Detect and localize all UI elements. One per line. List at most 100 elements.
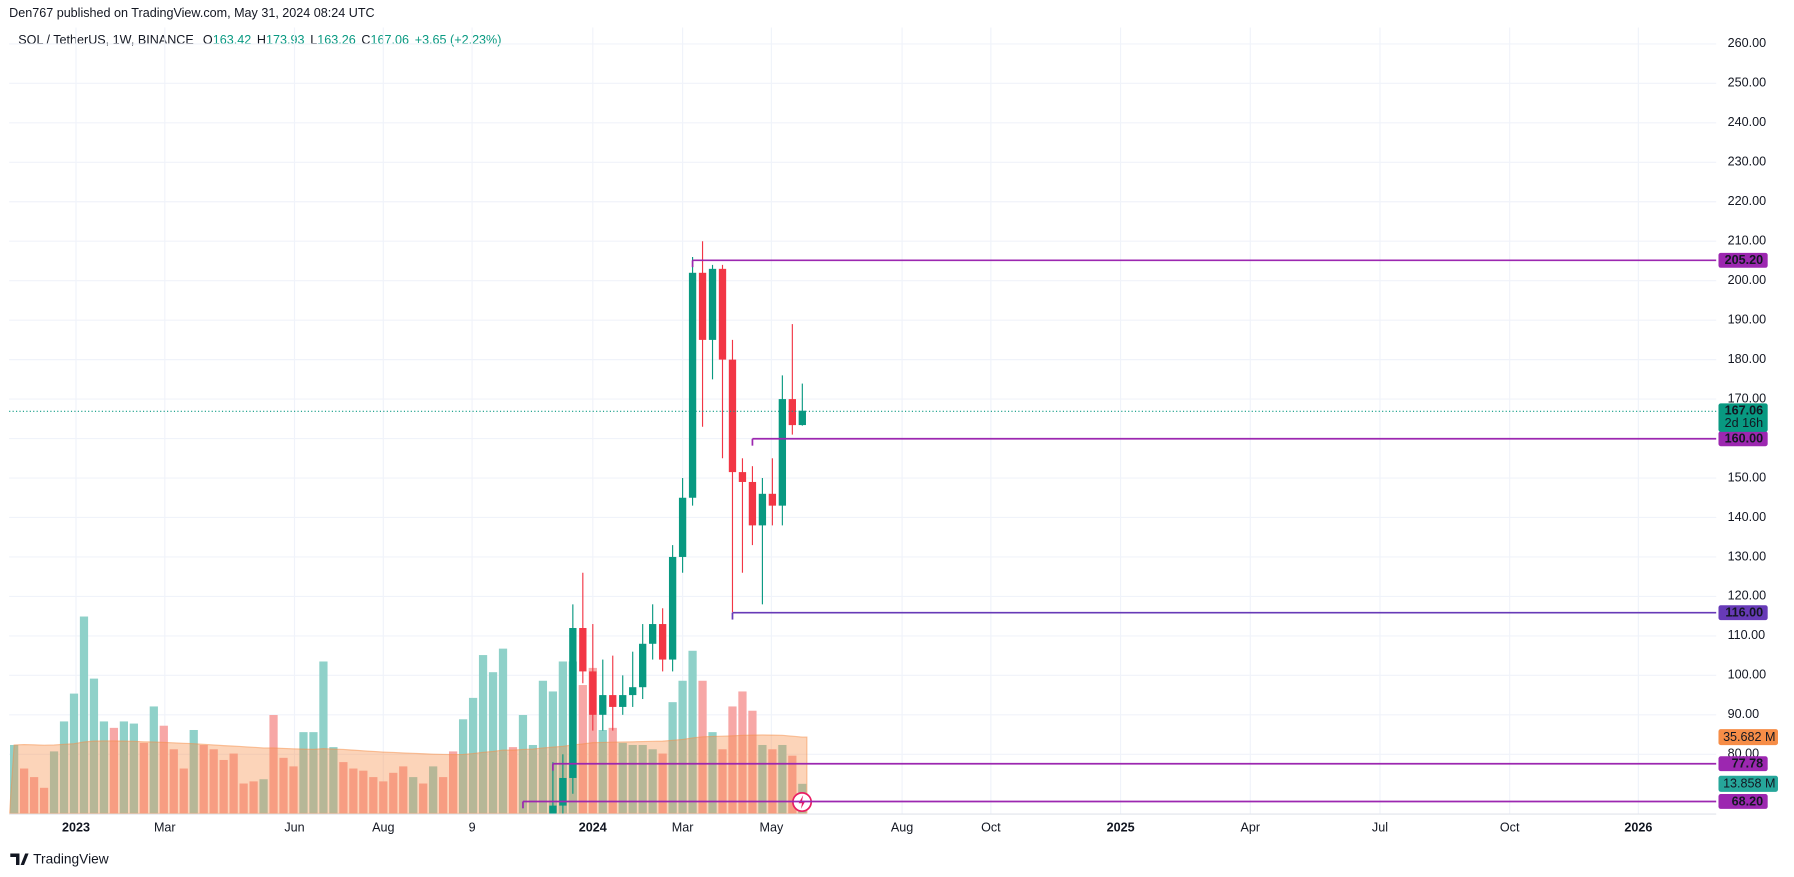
volume-bar	[169, 749, 178, 814]
symbol-legend: SOL / TetherUS, 1W, BINANCE O163.42 H173.9…	[18, 34, 501, 48]
candle-body	[768, 493, 777, 506]
x-tick-label: Oct	[1500, 821, 1520, 835]
last-price-label: 167.06	[1725, 404, 1763, 418]
volume-bar	[468, 697, 478, 814]
volume-bar	[139, 742, 148, 814]
volume-bar	[189, 729, 198, 814]
volume-bar	[69, 693, 79, 814]
volume-bar	[29, 777, 39, 814]
last-price-tag	[1718, 403, 1768, 432]
volume-bar	[369, 777, 378, 814]
volume-bar	[788, 755, 797, 814]
volume-bar	[738, 691, 747, 814]
volume-bar	[109, 727, 119, 814]
volume-bar	[289, 766, 298, 814]
x-tick-label: 2024	[579, 821, 607, 835]
y-tick-label: 110.00	[1728, 628, 1766, 642]
volume-bar	[299, 732, 308, 814]
level-tag	[1718, 431, 1768, 447]
x-tick-label: Aug	[891, 821, 913, 835]
price-axis: 80.0090.00100.00110.00120.00130.00140.00…	[62, 36, 1766, 834]
volume-ma-label: 35.682 M	[1723, 730, 1775, 744]
legend-value: 163.42	[213, 34, 251, 48]
candle-body	[629, 687, 637, 696]
legend-key: L	[310, 34, 317, 48]
volume-bar	[768, 749, 777, 814]
volume-ma-area	[9, 734, 808, 814]
legend-change: +3.65 (+2.23%)	[415, 34, 502, 48]
candle-body	[619, 695, 627, 707]
volume-bar	[119, 721, 129, 814]
volume-bar	[449, 751, 458, 814]
logo-mark	[10, 853, 29, 865]
x-tick-label: 2025	[1107, 821, 1135, 835]
volume-bar	[578, 685, 587, 814]
level-label: 160.00	[1725, 432, 1763, 446]
x-tick-label: May	[760, 821, 784, 835]
x-tick-label: Oct	[981, 821, 1001, 835]
volume-bar	[329, 747, 338, 814]
volume-bar	[698, 680, 707, 814]
candle-body	[748, 481, 757, 526]
volume-bar	[638, 744, 647, 814]
candle-body	[649, 624, 657, 644]
volume-bar	[678, 680, 687, 814]
volume-bar	[259, 779, 268, 814]
y-tick-label: 170.00	[1728, 391, 1766, 405]
volume-bar	[548, 691, 558, 814]
volume-bar	[728, 706, 737, 814]
candle-body	[668, 556, 677, 660]
volume-bar	[59, 721, 69, 814]
volume-last-tag	[1718, 775, 1778, 792]
candle-body	[718, 268, 727, 360]
volume-bar	[89, 678, 99, 814]
level-label: 116.00	[1725, 606, 1763, 620]
y-tick-label: 140.00	[1728, 510, 1766, 524]
volume-bar	[419, 783, 428, 814]
legend-value: 173.93	[266, 34, 304, 48]
candle-body	[589, 671, 597, 715]
volume-bar	[279, 757, 288, 814]
volume-bar	[658, 753, 667, 814]
candle-body	[788, 399, 797, 426]
y-tick-label: 210.00	[1728, 234, 1766, 248]
y-tick-label: 240.00	[1728, 115, 1766, 129]
legend-key: C	[361, 34, 370, 48]
y-tick-label: 100.00	[1728, 668, 1766, 682]
volume-bar	[79, 616, 89, 814]
candle-body	[758, 493, 767, 526]
volume-bar	[319, 661, 328, 814]
level-tag	[1718, 605, 1768, 621]
candle-body	[698, 272, 707, 340]
candle-body	[609, 695, 617, 707]
volume-bar	[379, 781, 388, 814]
candle-body	[569, 627, 577, 778]
volume-bar	[429, 766, 438, 814]
x-tick-label: Jun	[284, 821, 304, 835]
candle-body	[678, 497, 687, 557]
volume-bar	[39, 787, 49, 814]
x-tick-label: Apr	[1240, 821, 1260, 835]
level-tag	[1718, 252, 1768, 268]
volume-bar	[399, 766, 408, 814]
y-tick-label: 90.00	[1728, 707, 1759, 721]
volume-bar	[628, 744, 637, 814]
tradingview-logo: TradingView	[10, 851, 109, 866]
volume-bar	[389, 772, 398, 814]
volume-bar	[339, 762, 348, 814]
candle-body	[728, 359, 737, 473]
y-tick-label: 220.00	[1728, 194, 1766, 208]
level-label: 77.78	[1732, 757, 1763, 771]
candle-body	[559, 777, 567, 806]
candle-body	[738, 472, 747, 482]
y-tick-label: 180.00	[1728, 352, 1766, 366]
candle-body	[658, 624, 667, 660]
level-tag	[1718, 794, 1768, 809]
volume-bar	[498, 648, 508, 814]
y-tick-label: 190.00	[1728, 312, 1766, 326]
candle-body	[778, 399, 787, 506]
volume-bar	[518, 715, 528, 814]
volume-last-label: 13.858 M	[1723, 777, 1775, 791]
y-tick-label: 260.00	[1728, 36, 1766, 50]
